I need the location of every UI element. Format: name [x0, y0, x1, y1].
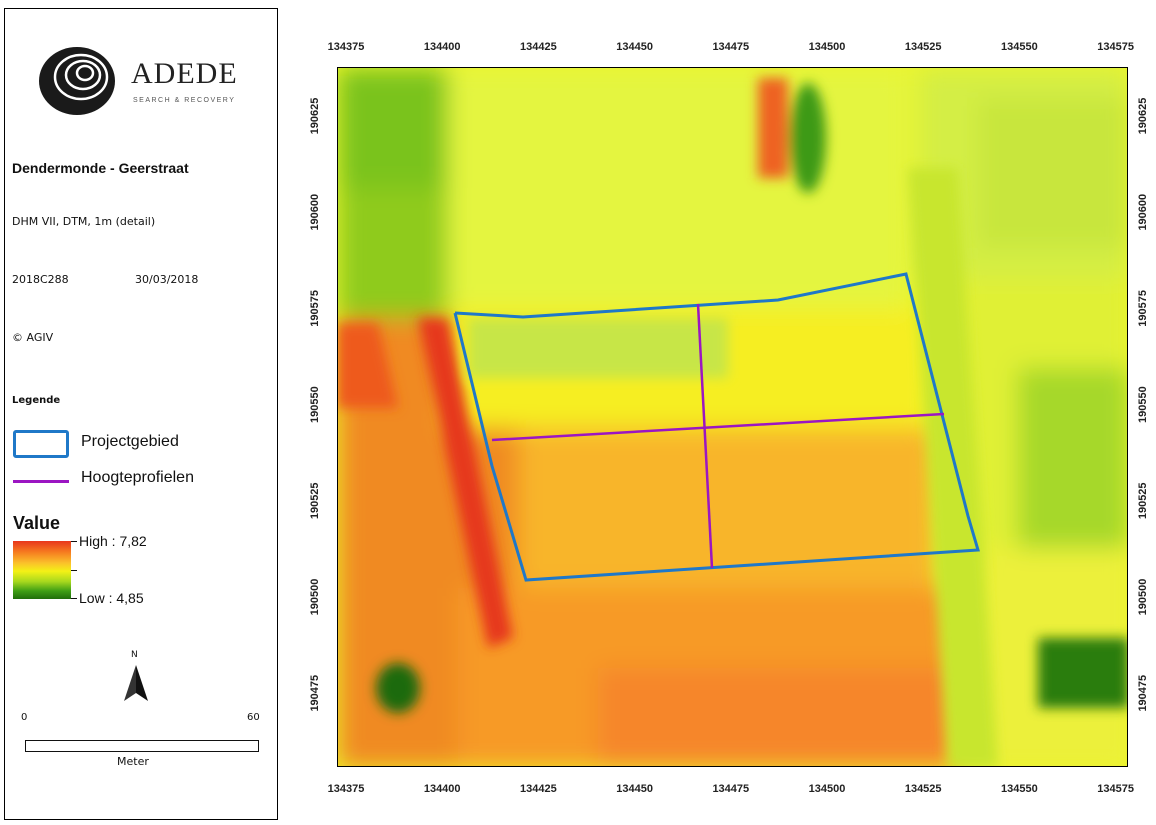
ramp-tick-mid	[71, 570, 77, 571]
x-tick-label-bottom: 134375	[328, 783, 365, 795]
x-tick-label-bottom: 134550	[1001, 783, 1038, 795]
y-tick-label-left: 190600	[309, 194, 321, 231]
y-tick-label-right: 190550	[1137, 386, 1149, 423]
x-tick-label-bottom: 134500	[809, 783, 846, 795]
y-tick-label-left: 190475	[309, 675, 321, 712]
elevation-map[interactable]	[337, 67, 1128, 767]
x-tick-label-top: 134450	[616, 41, 653, 53]
y-tick-label-right: 190475	[1137, 675, 1149, 712]
y-tick-label-left: 190525	[309, 482, 321, 519]
north-arrow-icon	[124, 665, 148, 701]
x-tick-label-bottom: 134575	[1097, 783, 1134, 795]
copyright-label: © AGIV	[12, 331, 54, 344]
ramp-tick-high	[71, 541, 77, 542]
y-tick-label-right: 190525	[1137, 482, 1149, 519]
x-tick-label-bottom: 134425	[520, 783, 557, 795]
x-tick-label-top: 134575	[1097, 41, 1134, 53]
legend-heading: Legende	[12, 395, 61, 406]
map-date: 30/03/2018	[135, 273, 199, 286]
y-tick-label-right: 190500	[1137, 579, 1149, 616]
scale-start-label: 0	[21, 712, 28, 723]
y-tick-label-left: 190550	[309, 386, 321, 423]
map-title: Dendermonde - Geerstraat	[12, 160, 189, 176]
ramp-tick-low	[71, 598, 77, 599]
y-tick-label-left: 190500	[309, 579, 321, 616]
x-tick-label-top: 134425	[520, 41, 557, 53]
x-tick-label-top: 134475	[712, 41, 749, 53]
x-tick-label-bottom: 134525	[905, 783, 942, 795]
low-value-label: Low : 4,85	[79, 590, 144, 606]
y-tick-label-right: 190600	[1137, 194, 1149, 231]
x-tick-label-bottom: 134475	[712, 783, 749, 795]
y-tick-label-right: 190575	[1137, 290, 1149, 327]
elevation-color-ramp	[13, 541, 71, 599]
logo-tagline: SEARCH & RECOVERY	[133, 97, 236, 104]
x-tick-label-top: 134550	[1001, 41, 1038, 53]
project-area-swatch	[13, 430, 69, 458]
x-tick-label-top: 134400	[424, 41, 461, 53]
north-label: N	[131, 650, 138, 660]
height-profiles	[491, 303, 945, 569]
scale-bar	[25, 740, 259, 752]
dataset-label: DHM VII, DTM, 1m (detail)	[12, 215, 156, 228]
scale-end-label: 60	[247, 712, 260, 723]
info-panel: ADEDE SEARCH & RECOVERY Dendermonde - Ge…	[4, 8, 278, 820]
y-tick-label-left: 190575	[309, 290, 321, 327]
x-tick-label-top: 134375	[328, 41, 365, 53]
profiles-label: Hoogteprofielen	[81, 469, 194, 486]
x-tick-label-bottom: 134450	[616, 783, 653, 795]
fingerprint-logo-icon	[39, 47, 115, 115]
high-value-label: High : 7,82	[79, 533, 147, 549]
project-area-label: Projectgebied	[81, 433, 179, 450]
y-tick-label-left: 190625	[309, 98, 321, 135]
project-code: 2018C288	[12, 273, 69, 286]
x-tick-label-bottom: 134400	[424, 783, 461, 795]
x-tick-label-top: 134500	[809, 41, 846, 53]
x-tick-label-top: 134525	[905, 41, 942, 53]
project-area-outline	[453, 272, 980, 582]
scale-unit-label: Meter	[117, 755, 149, 768]
elevation-raster	[338, 68, 1127, 766]
value-heading: Value	[13, 513, 61, 533]
y-tick-label-right: 190625	[1137, 98, 1149, 135]
profile-line-swatch	[13, 480, 69, 483]
logo-name: ADEDE	[131, 57, 238, 90]
company-logo	[35, 39, 260, 119]
